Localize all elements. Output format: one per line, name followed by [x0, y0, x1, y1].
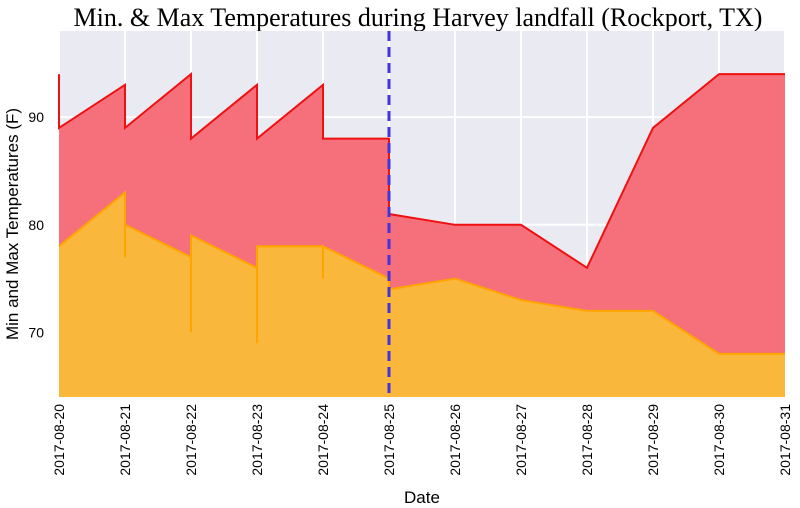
x-tick-label: 2017-08-21 [117, 404, 133, 476]
y-axis-label: Min and Max Temperatures (F) [3, 108, 22, 340]
y-tick-labels: 70 80 90 [28, 109, 44, 340]
x-tick-label: 2017-08-22 [183, 404, 199, 476]
x-axis-label: Date [404, 488, 440, 507]
y-tick-label: 70 [28, 324, 44, 340]
x-tick-label: 2017-08-25 [381, 404, 397, 476]
x-tick-label: 2017-08-29 [645, 404, 661, 476]
y-tick-label: 90 [28, 109, 44, 125]
chart-title: Min. & Max Temperatures during Harvey la… [74, 3, 763, 32]
series-min-line [58, 190, 785, 355]
x-tick-label: 2017-08-26 [447, 404, 463, 476]
x-tick-label: 2017-08-23 [249, 404, 265, 476]
y-tick-label: 80 [28, 217, 44, 233]
x-tick-label: 2017-08-24 [315, 404, 331, 476]
series-min-area [59, 192, 785, 397]
area-series [58, 71, 785, 397]
x-tick-label: 2017-08-30 [711, 404, 727, 476]
series-max-line [58, 71, 785, 270]
x-tick-labels: 2017-08-20 2017-08-21 2017-08-22 2017-08-23… [51, 404, 793, 476]
x-tick-label: 2017-08-20 [51, 404, 67, 476]
x-tick-label: 2017-08-28 [579, 404, 595, 476]
x-tick-label: 2017-08-31 [777, 404, 793, 476]
x-tick-label: 2017-08-27 [513, 404, 529, 476]
